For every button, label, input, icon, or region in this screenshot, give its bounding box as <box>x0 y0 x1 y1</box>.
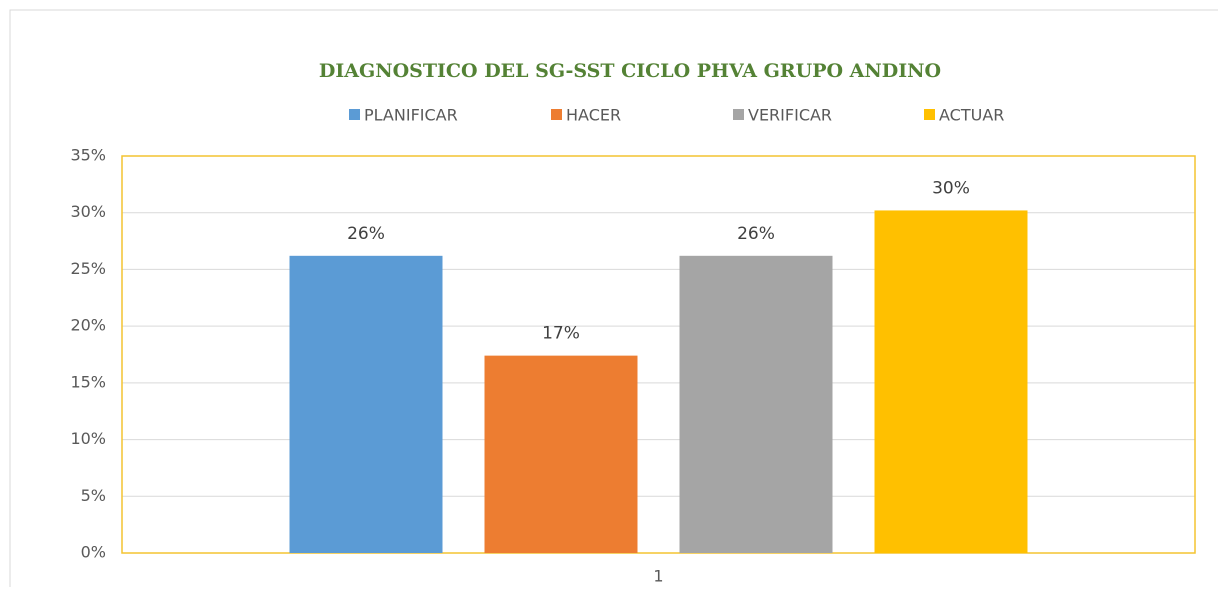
y-tick-label: 25% <box>70 259 106 278</box>
legend-label: HACER <box>566 106 621 125</box>
bar <box>874 210 1028 553</box>
legend-swatch <box>924 109 935 120</box>
y-tick-label: 5% <box>81 486 106 505</box>
data-label: 17% <box>542 324 580 344</box>
y-tick-label: 20% <box>70 316 106 335</box>
data-label: 26% <box>737 224 775 244</box>
y-tick-label: 15% <box>70 372 106 391</box>
bar <box>484 355 638 553</box>
y-tick-label: 30% <box>70 202 106 221</box>
y-tick-label: 35% <box>70 146 106 165</box>
legend-label: PLANIFICAR <box>364 106 458 125</box>
y-tick-label: 0% <box>81 543 106 562</box>
bar <box>679 255 833 553</box>
x-tick-label: 1 <box>653 567 663 586</box>
y-tick-label: 10% <box>70 429 106 448</box>
plot-frame <box>121 155 1196 554</box>
data-label: 30% <box>932 178 970 198</box>
legend-label: ACTUAR <box>939 106 1004 125</box>
legend-label: VERIFICAR <box>748 106 832 125</box>
bar <box>289 255 443 553</box>
legend-swatch <box>551 109 562 120</box>
legend-swatch <box>349 109 360 120</box>
chart-title: DIAGNOSTICO DEL SG-SST CICLO PHVA GRUPO … <box>319 60 941 82</box>
data-label: 26% <box>347 224 385 244</box>
legend-swatch <box>733 109 744 120</box>
